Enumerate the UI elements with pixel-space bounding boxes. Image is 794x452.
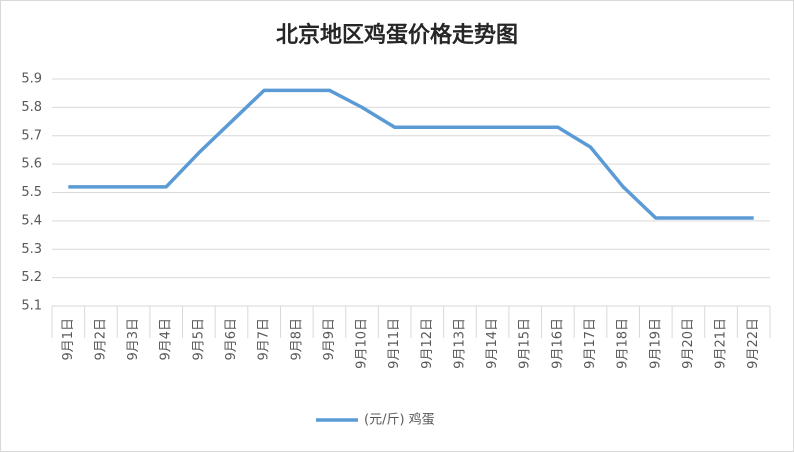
y-tick-label: 5.7 bbox=[21, 128, 42, 143]
y-tick-label: 5.9 bbox=[21, 72, 42, 87]
y-tick-label: 5.6 bbox=[21, 157, 42, 172]
x-tick-label: 9月18日 bbox=[616, 318, 631, 369]
x-tick-label: 9月10日 bbox=[355, 318, 370, 369]
x-tick-label: 9月4日 bbox=[159, 318, 174, 361]
x-tick-label: 9月1日 bbox=[61, 318, 76, 361]
y-tick-label: 5.1 bbox=[21, 299, 42, 314]
x-tick-label: 9月19日 bbox=[648, 318, 663, 369]
y-tick-label: 5.3 bbox=[21, 242, 42, 257]
x-tick-label: 9月16日 bbox=[550, 318, 565, 369]
x-tick-label: 9月17日 bbox=[583, 318, 598, 369]
x-tick-label: 9月6日 bbox=[224, 318, 239, 361]
x-tick-label: 9月15日 bbox=[518, 318, 533, 369]
y-tick-label: 5.5 bbox=[21, 185, 42, 200]
y-tick-label: 5.2 bbox=[21, 270, 42, 285]
x-tick-label: 9月20日 bbox=[681, 318, 696, 369]
x-tick-label: 9月22日 bbox=[746, 318, 761, 369]
x-tick-label: 9月8日 bbox=[289, 318, 304, 361]
x-tick-label: 9月13日 bbox=[452, 318, 467, 369]
x-tick-label: 9月2日 bbox=[93, 318, 108, 361]
x-tick-label: 9月9日 bbox=[322, 318, 337, 361]
x-tick-label: 9月21日 bbox=[714, 318, 729, 369]
legend-label: (元/斤) 鸡蛋 bbox=[364, 412, 435, 428]
x-tick-label: 9月14日 bbox=[485, 318, 500, 369]
y-tick-label: 5.4 bbox=[21, 213, 42, 228]
x-tick-label: 9月3日 bbox=[126, 318, 141, 361]
line bbox=[68, 88, 754, 220]
x-tick-label: 9月12日 bbox=[420, 318, 435, 369]
y-tick-label: 5.8 bbox=[21, 100, 42, 115]
chart-title: 北京地区鸡蛋价格走势图 bbox=[276, 22, 518, 48]
x-tick-label: 9月5日 bbox=[191, 318, 206, 361]
x-tick-label: 9月7日 bbox=[257, 318, 272, 361]
x-tick-label: 9月11日 bbox=[387, 318, 402, 369]
